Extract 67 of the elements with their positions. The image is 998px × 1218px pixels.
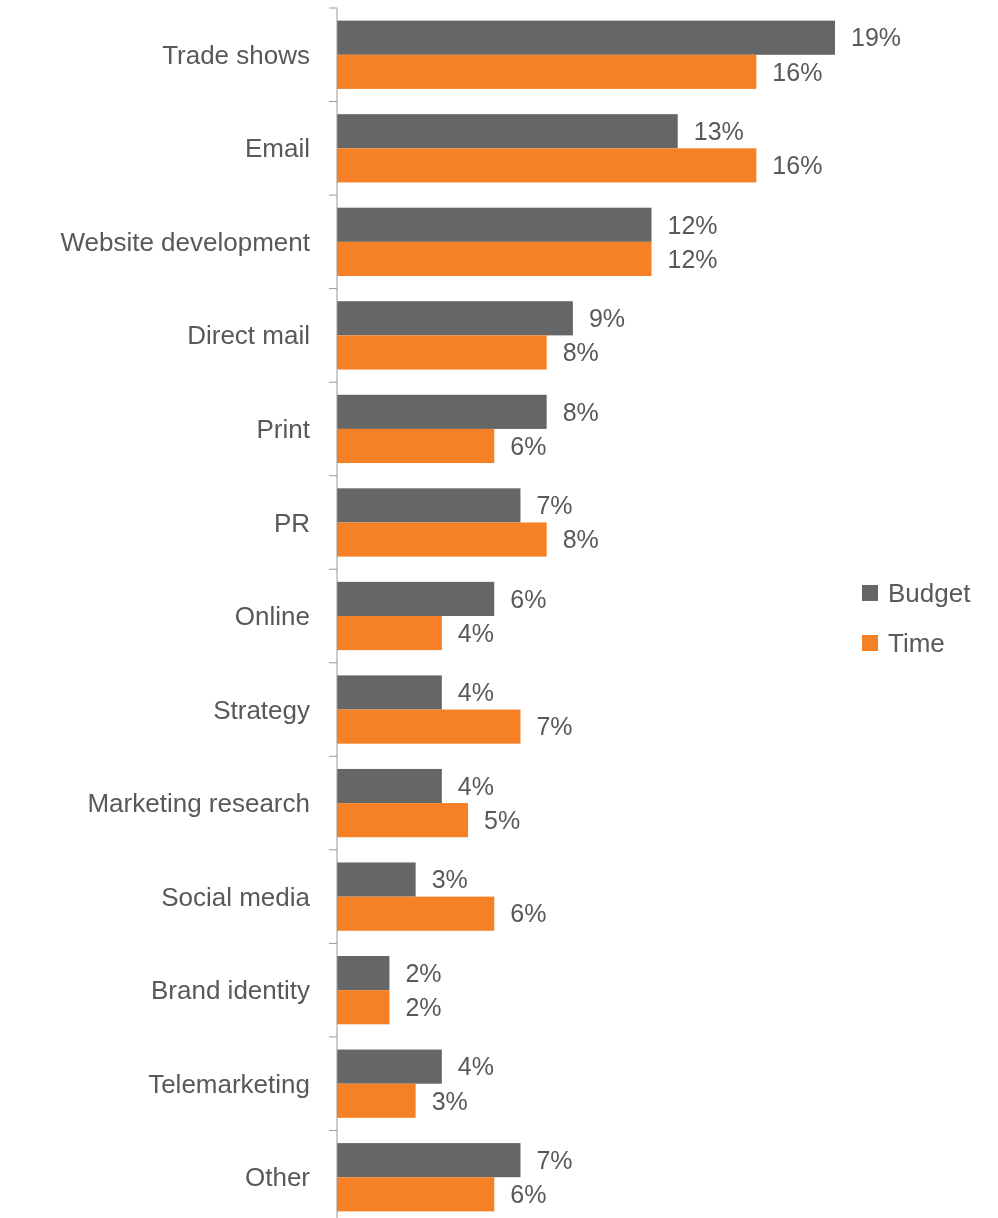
data-label: 2% [405,992,442,1021]
data-label: 9% [588,304,626,333]
y-tick-label: Brand identity [151,975,310,1006]
data-label: 7% [536,491,573,520]
data-label: 19% [851,23,902,52]
y-tick-label: Strategy [213,694,310,725]
data-label: 12% [667,210,718,239]
bar [337,301,573,336]
bar [337,241,652,276]
bar [337,488,521,523]
data-label: 4% [457,771,494,800]
bar [337,990,390,1025]
y-tick-label: Website development [60,226,311,257]
bar [337,54,757,89]
data-label: 3% [431,865,468,894]
legend-label: Budget [888,578,972,609]
data-label: 7% [536,712,573,741]
bar [337,207,652,242]
data-label: 4% [457,618,494,647]
data-label: 7% [536,1145,573,1174]
bar [337,394,547,429]
bar [337,862,416,897]
bar [337,581,495,616]
y-tick-label: PR [273,507,310,538]
data-label: 2% [405,958,442,987]
y-tick-label: Email [244,133,310,164]
legend-label: Time [888,628,945,659]
bar [337,768,442,804]
data-label: 8% [562,525,599,554]
data-label: 4% [457,1052,494,1081]
bar [337,1049,442,1084]
y-tick-label: Marketing research [87,788,310,819]
bar [337,803,469,838]
bar [337,675,442,710]
bar [337,335,547,370]
data-label: 13% [693,116,744,145]
data-label: 8% [562,338,599,367]
bar [337,1143,521,1178]
bar [337,896,495,931]
bar [337,522,547,557]
data-label: 5% [484,805,521,834]
bar [337,428,495,464]
y-tick-label: Direct mail [187,320,310,351]
data-label: 3% [431,1086,468,1115]
data-label: 16% [772,151,823,180]
bar [337,148,757,183]
bar [337,616,442,651]
bar [337,1177,495,1212]
y-tick-label: Other [244,1162,311,1193]
data-label: 6% [510,1180,547,1209]
bar [337,114,678,149]
data-label: 6% [510,431,547,460]
data-label: 16% [772,57,823,86]
bar [337,956,390,991]
y-tick-label: Telemarketing [148,1068,310,1099]
y-tick-label: Trade shows [162,39,310,70]
y-tick-label: Social media [161,881,311,912]
bar [337,1083,416,1118]
data-label: 8% [562,397,599,426]
data-label: 6% [510,584,547,613]
bar [337,20,835,55]
y-tick-label: Print [256,414,311,445]
data-label: 12% [667,244,718,273]
y-tick-label: Online [234,601,310,632]
bar [337,709,521,744]
data-label: 6% [510,899,547,928]
data-label: 4% [457,678,494,707]
